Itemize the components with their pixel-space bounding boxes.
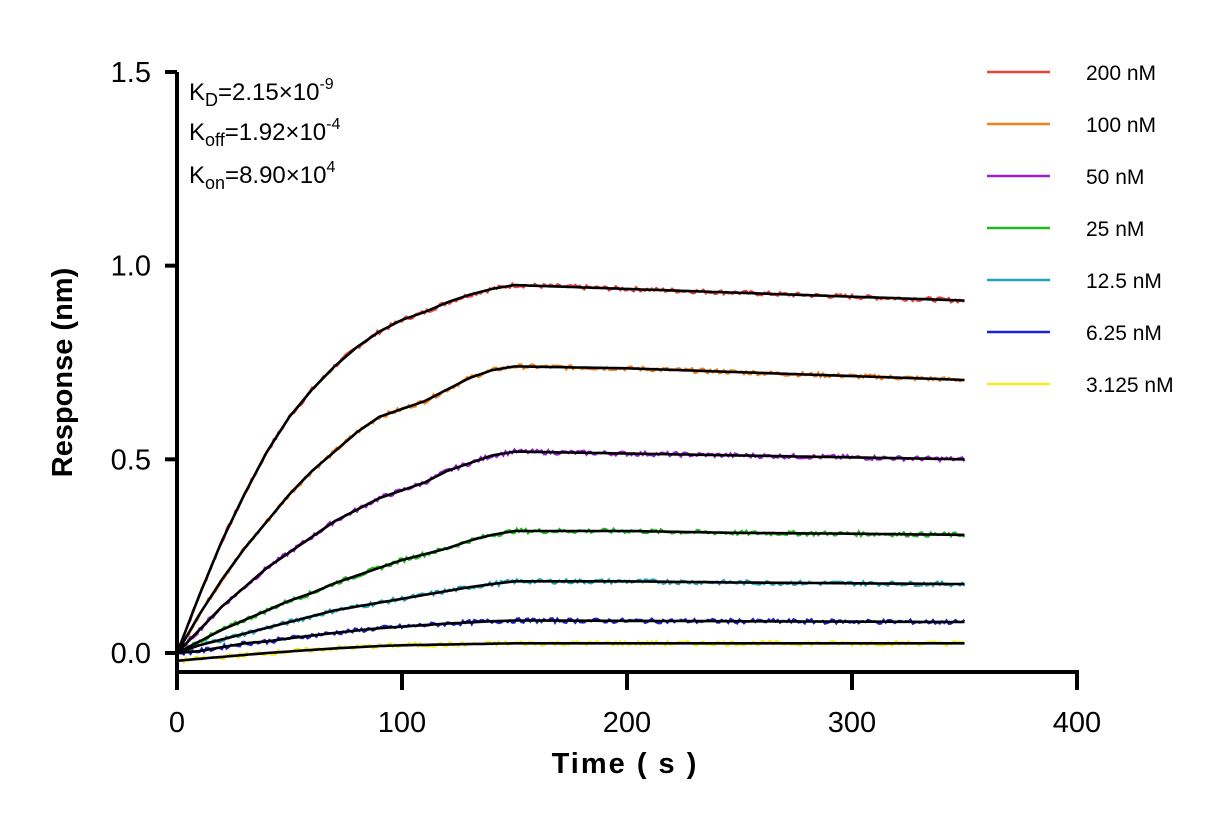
y-tick-label: 0.0 [111, 638, 151, 670]
x-tick-label: 300 [828, 707, 876, 739]
data-series [175, 281, 966, 665]
legend-label: 6.25 nM [1086, 322, 1162, 345]
legend: 200 nM 100 nM 50 nM 25 nM 12.5 nM 6.25 nM 3.12… [987, 62, 1174, 397]
kon-annotation: Kon=8.90×104 [189, 159, 335, 193]
x-axis-title: Time ( s ) [552, 748, 699, 780]
fit-curve [176, 642, 965, 662]
fit-curve [176, 619, 965, 655]
x-axis-ticks: 0 100 200 300 400 [169, 672, 1101, 739]
y-tick-label: 1.5 [111, 57, 151, 89]
legend-label: 25 nM [1086, 218, 1144, 241]
fit-curve [176, 580, 965, 655]
legend-label: 50 nM [1086, 166, 1144, 189]
y-tick-label: 1.0 [111, 251, 151, 283]
legend-label: 3.125 nM [1086, 374, 1174, 397]
axes: 0.0 0.5 1.0 1.5 0 100 200 300 400 [111, 57, 1102, 739]
x-tick-label: 200 [603, 707, 651, 739]
series-line [176, 577, 966, 654]
legend-label: 12.5 nM [1086, 270, 1162, 293]
y-tick-label: 0.5 [111, 444, 151, 476]
series-line [176, 616, 966, 657]
fit-curve [175, 365, 965, 654]
koff-annotation: Koff=1.92×10-4 [189, 116, 340, 150]
legend-label: 100 nM [1086, 114, 1156, 137]
x-tick-label: 0 [169, 707, 185, 739]
fit-curve [176, 450, 965, 654]
fit-curve [175, 283, 965, 654]
series-line [176, 363, 965, 652]
y-axis-ticks: 0.0 0.5 1.0 1.5 [111, 57, 177, 670]
fit-curve [176, 529, 965, 655]
kd-annotation: KD=2.15×10-9 [189, 76, 334, 110]
legend-label: 200 nM [1086, 62, 1156, 85]
fit-curves [175, 283, 965, 662]
x-tick-label: 400 [1053, 707, 1101, 739]
y-axis-title: Response (nm) [47, 268, 79, 477]
kinetic-constants: KD=2.15×10-9 Koff=1.92×10-4 Kon=8.90×104 [189, 76, 340, 193]
x-tick-label: 100 [378, 707, 426, 739]
